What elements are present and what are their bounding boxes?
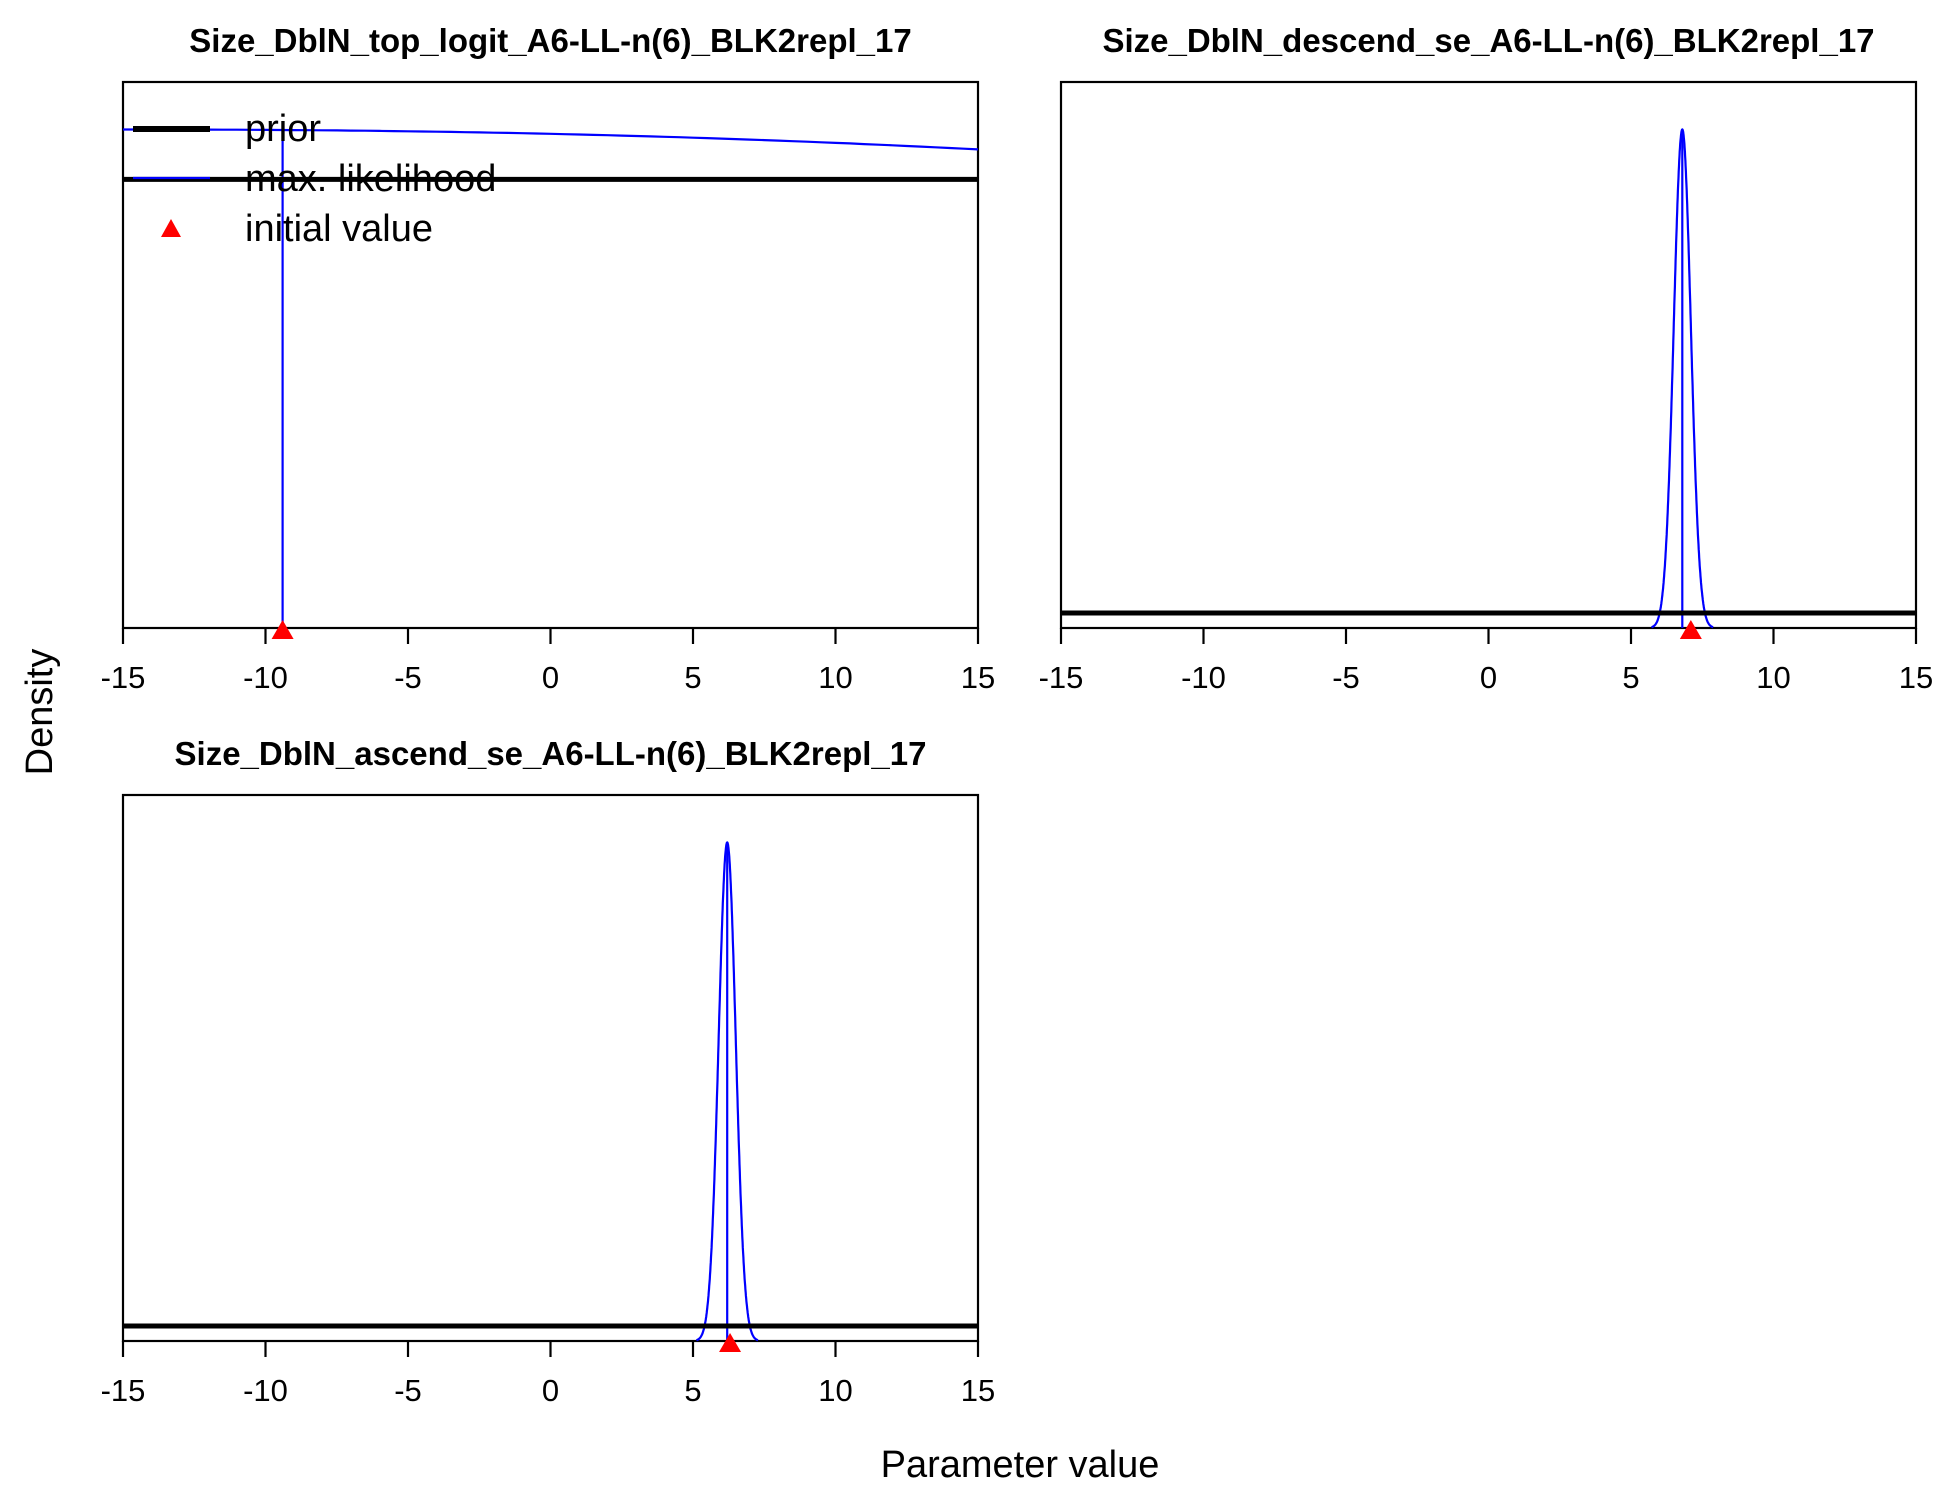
legend-initial-swatch [161, 219, 181, 237]
panel-2: Size_DblN_descend_se_A6-LL-n(6)_BLK2repl… [1039, 22, 1934, 695]
x-tick-label: -10 [243, 1373, 288, 1408]
max-likelihood-curve [696, 841, 759, 1342]
max-likelihood-curve [123, 128, 979, 151]
legend-label: max. likelihood [245, 158, 496, 200]
panel-1: Size_DblN_top_logit_A6-LL-n(6)_BLK2repl_… [101, 22, 996, 695]
x-tick-label: -10 [1181, 660, 1226, 695]
panel-title: Size_DblN_descend_se_A6-LL-n(6)_BLK2repl… [1102, 22, 1874, 59]
max-likelihood-curve [1651, 128, 1714, 629]
initial-value-marker [719, 1333, 742, 1352]
initial-value-marker [1679, 620, 1702, 639]
plot-frame [1059, 80, 1918, 630]
x-tick-label: 0 [542, 1373, 559, 1408]
panel-title: Size_DblN_top_logit_A6-LL-n(6)_BLK2repl_… [189, 22, 911, 59]
x-tick-label: 0 [1480, 660, 1497, 695]
x-tick-label: 10 [818, 1373, 852, 1408]
x-tick-label: 15 [961, 1373, 995, 1408]
x-tick-label: 10 [1756, 660, 1790, 695]
x-tick-label: -15 [101, 660, 146, 695]
y-axis-label: Density [19, 649, 61, 776]
x-tick-label: -5 [1332, 660, 1360, 695]
x-tick-label: 15 [1899, 660, 1933, 695]
x-tick-label: 0 [542, 660, 559, 695]
x-tick-label: 5 [684, 1373, 701, 1408]
legend: prior max. likelihood initial value [133, 108, 496, 250]
x-tick-label: -5 [394, 1373, 422, 1408]
x-tick-label: 5 [684, 660, 701, 695]
plot-frame [121, 793, 980, 1343]
x-tick-label: 15 [961, 660, 995, 695]
legend-label: prior [245, 108, 321, 150]
x-tick-label: -15 [101, 1373, 146, 1408]
x-tick-label: 10 [818, 660, 852, 695]
initial-value-marker [271, 620, 294, 639]
panels: Size_DblN_top_logit_A6-LL-n(6)_BLK2repl_… [101, 22, 1934, 1408]
panel-3: Size_DblN_ascend_se_A6-LL-n(6)_BLK2repl_… [101, 735, 996, 1408]
x-tick-label: 5 [1622, 660, 1639, 695]
panel-title: Size_DblN_ascend_se_A6-LL-n(6)_BLK2repl_… [175, 735, 927, 772]
x-tick-label: -10 [243, 660, 288, 695]
x-tick-label: -5 [394, 660, 422, 695]
x-axis-label: Parameter value [881, 1444, 1160, 1486]
legend-label: initial value [245, 208, 433, 250]
x-tick-label: -15 [1039, 660, 1084, 695]
